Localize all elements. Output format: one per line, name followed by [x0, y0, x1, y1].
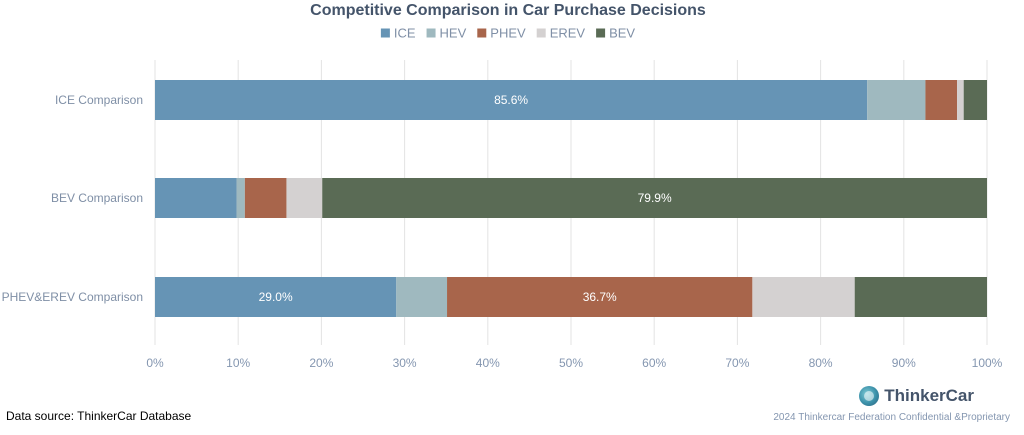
legend-swatch-phev [477, 28, 487, 38]
bar-phev-erev-comparison-erev [752, 277, 855, 317]
legend-label-phev: PHEV [490, 26, 526, 41]
x-tick-label: 30% [393, 356, 417, 370]
data-labels: 85.6% 79.9% 29.0% 36.7% [259, 93, 672, 304]
data-label-phev-erev-comparison-phev: 36.7% [583, 290, 617, 304]
bar-bev-comparison-ice [155, 178, 237, 218]
x-tick-label: 60% [642, 356, 666, 370]
confidential-note: 2024 Thinkercar Federation Confidential … [773, 412, 1010, 423]
category-label-phev-erev-comparison: PHEV&EREV Comparison [2, 290, 143, 304]
bar-bev-comparison-bev [322, 178, 987, 218]
x-tick-label: 50% [559, 356, 583, 370]
category-labels: ICE Comparison BEV Comparison PHEV&EREV Co… [2, 93, 143, 304]
x-tick-label: 100% [972, 356, 1003, 370]
x-tick-label: 0% [146, 356, 164, 370]
bar-bev-comparison-erev [286, 178, 323, 218]
x-tick-label: 40% [476, 356, 500, 370]
data-label-bev-comparison-bev: 79.9% [638, 191, 672, 205]
bar-phev-erev-comparison-ice [155, 277, 397, 317]
legend-label-ice: ICE [394, 26, 416, 41]
x-tick-label: 90% [892, 356, 916, 370]
data-source-note: Data source: ThinkerCar Database [6, 409, 192, 423]
bar-ice-comparison-phev [925, 80, 958, 120]
bars [155, 80, 987, 317]
x-tick-label: 70% [725, 356, 749, 370]
bar-phev-erev-comparison-phev [447, 277, 753, 317]
data-label-ice-comparison-ice: 85.6% [494, 93, 528, 107]
bar-ice-comparison-hev [867, 80, 926, 120]
bar-phev-erev-comparison-bev [854, 277, 987, 317]
legend-label-hev: HEV [440, 26, 467, 41]
category-label-ice-comparison: ICE Comparison [55, 93, 143, 107]
legend-swatch-bev [596, 28, 606, 38]
bar-bev-comparison-phev [244, 178, 287, 218]
x-tick-label: 80% [809, 356, 833, 370]
chart-title: Competitive Comparison in Car Purchase D… [310, 2, 706, 19]
legend-swatch-hev [426, 28, 436, 38]
x-tick-label: 20% [309, 356, 333, 370]
bar-ice-comparison-bev [963, 80, 987, 120]
x-axis-ticks: 0% 10% 20% 30% 40% 50% 60% 70% 80% 90% 100% [146, 356, 1002, 370]
data-label-phev-erev-comparison-ice: 29.0% [259, 290, 293, 304]
legend-label-erev: EREV [550, 26, 586, 41]
legend: ICE HEV PHEV EREV BEV [380, 26, 635, 41]
x-tick-label: 10% [226, 356, 250, 370]
legend-swatch-erev [536, 28, 546, 38]
category-label-bev-comparison: BEV Comparison [51, 191, 143, 205]
bar-phev-erev-comparison-hev [396, 277, 448, 317]
thinkercar-logo-icon [859, 386, 880, 406]
legend-swatch-ice [380, 28, 390, 38]
bar-bev-comparison-hev [236, 178, 245, 218]
brand: ThinkerCar [859, 386, 974, 406]
legend-label-bev: BEV [609, 26, 635, 41]
bar-ice-comparison-ice [155, 80, 868, 120]
bar-ice-comparison-erev [957, 80, 964, 120]
brand-name: ThinkerCar [884, 386, 974, 405]
